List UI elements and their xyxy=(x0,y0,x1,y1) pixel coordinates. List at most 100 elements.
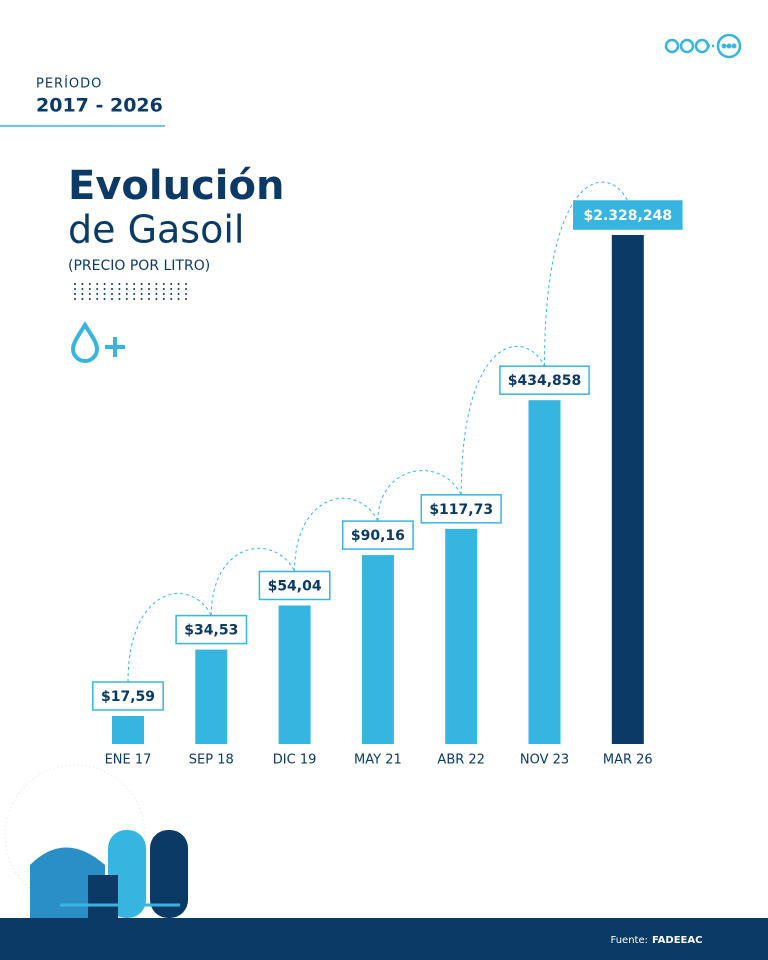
connector xyxy=(460,345,545,495)
x-tick-label: MAR 26 xyxy=(603,753,653,768)
dot xyxy=(118,288,121,290)
x-tick-label: MAY 21 xyxy=(354,753,402,768)
dot xyxy=(74,288,76,290)
dot xyxy=(111,298,113,300)
dot xyxy=(118,293,121,295)
dot xyxy=(185,298,187,300)
connector xyxy=(377,470,462,522)
dot xyxy=(103,288,106,290)
dot xyxy=(170,283,173,285)
x-tick-label: DIC 19 xyxy=(273,753,317,768)
dot xyxy=(125,283,128,285)
dot xyxy=(177,283,180,285)
connector xyxy=(210,547,296,616)
dot xyxy=(88,283,91,285)
dot xyxy=(162,288,165,290)
dot xyxy=(133,293,136,295)
x-tick-label: ABR 22 xyxy=(437,753,485,768)
dot xyxy=(81,283,84,285)
dot xyxy=(148,288,150,290)
dot xyxy=(140,288,143,290)
period: 2017 - 2026 xyxy=(36,95,163,117)
footer-bar xyxy=(0,918,768,960)
dot xyxy=(140,293,143,295)
dot xyxy=(88,293,91,295)
value-label: $2.328,248 xyxy=(584,208,673,224)
dot xyxy=(148,293,150,295)
dot xyxy=(88,298,91,300)
chart-title: de Gasoil xyxy=(68,208,244,252)
dot xyxy=(140,283,143,285)
bar xyxy=(195,649,228,744)
dot xyxy=(133,298,136,300)
x-tick-label: NOV 23 xyxy=(520,753,569,768)
source-label: Fuente: xyxy=(611,935,648,946)
dot xyxy=(185,293,187,295)
x-tick-label: ENE 17 xyxy=(105,753,152,768)
dot xyxy=(74,283,76,285)
dot xyxy=(148,283,150,285)
bar xyxy=(112,716,144,744)
value-label: $34,53 xyxy=(184,623,238,639)
bar xyxy=(611,235,644,744)
chart-title: Evolución xyxy=(68,163,284,209)
dot xyxy=(155,288,158,290)
value-label: $117,73 xyxy=(429,502,493,518)
dot xyxy=(81,298,84,300)
dot xyxy=(133,283,136,285)
dot xyxy=(162,298,165,300)
dot xyxy=(162,293,165,295)
dot xyxy=(118,298,121,300)
value-label-box xyxy=(175,614,248,645)
source-name: FADEEAC xyxy=(652,935,702,946)
value-label-box xyxy=(573,200,683,230)
dot xyxy=(155,293,158,295)
x-tick-label: SEP 18 xyxy=(189,753,234,768)
dot xyxy=(74,298,76,300)
dot xyxy=(81,288,84,290)
dot xyxy=(81,293,84,295)
dot xyxy=(125,288,128,290)
bar xyxy=(528,400,561,744)
dot xyxy=(133,288,136,290)
drop-icon xyxy=(70,321,125,363)
dot xyxy=(155,298,158,300)
chart-subtitle: (PRECIO POR LITRO) xyxy=(68,258,210,274)
bar xyxy=(361,555,394,744)
value-label-box xyxy=(420,494,502,524)
dot xyxy=(96,283,99,285)
value-label-box xyxy=(258,570,331,601)
dot xyxy=(177,298,180,300)
dot xyxy=(118,283,121,285)
dot xyxy=(96,298,99,300)
dot xyxy=(111,288,113,290)
connector xyxy=(127,593,212,683)
value-label: $54,04 xyxy=(268,578,322,594)
dot xyxy=(155,283,158,285)
dot xyxy=(177,293,180,295)
dot xyxy=(185,283,187,285)
dot xyxy=(103,293,106,295)
dot xyxy=(140,298,143,300)
bar xyxy=(278,605,311,744)
dot xyxy=(111,283,113,285)
dot xyxy=(125,298,128,300)
bar xyxy=(445,528,478,744)
dot xyxy=(177,288,180,290)
dot xyxy=(185,288,187,290)
dot xyxy=(111,293,113,295)
value-label-box xyxy=(499,365,590,395)
dot xyxy=(148,298,150,300)
dot xyxy=(125,293,128,295)
illustration xyxy=(4,764,188,918)
value-label: $434,858 xyxy=(508,373,582,389)
dot xyxy=(103,298,106,300)
dot xyxy=(162,283,165,285)
connector xyxy=(544,181,629,367)
dot xyxy=(170,293,173,295)
dot xyxy=(103,283,106,285)
dot xyxy=(96,293,99,295)
dot xyxy=(74,293,76,295)
